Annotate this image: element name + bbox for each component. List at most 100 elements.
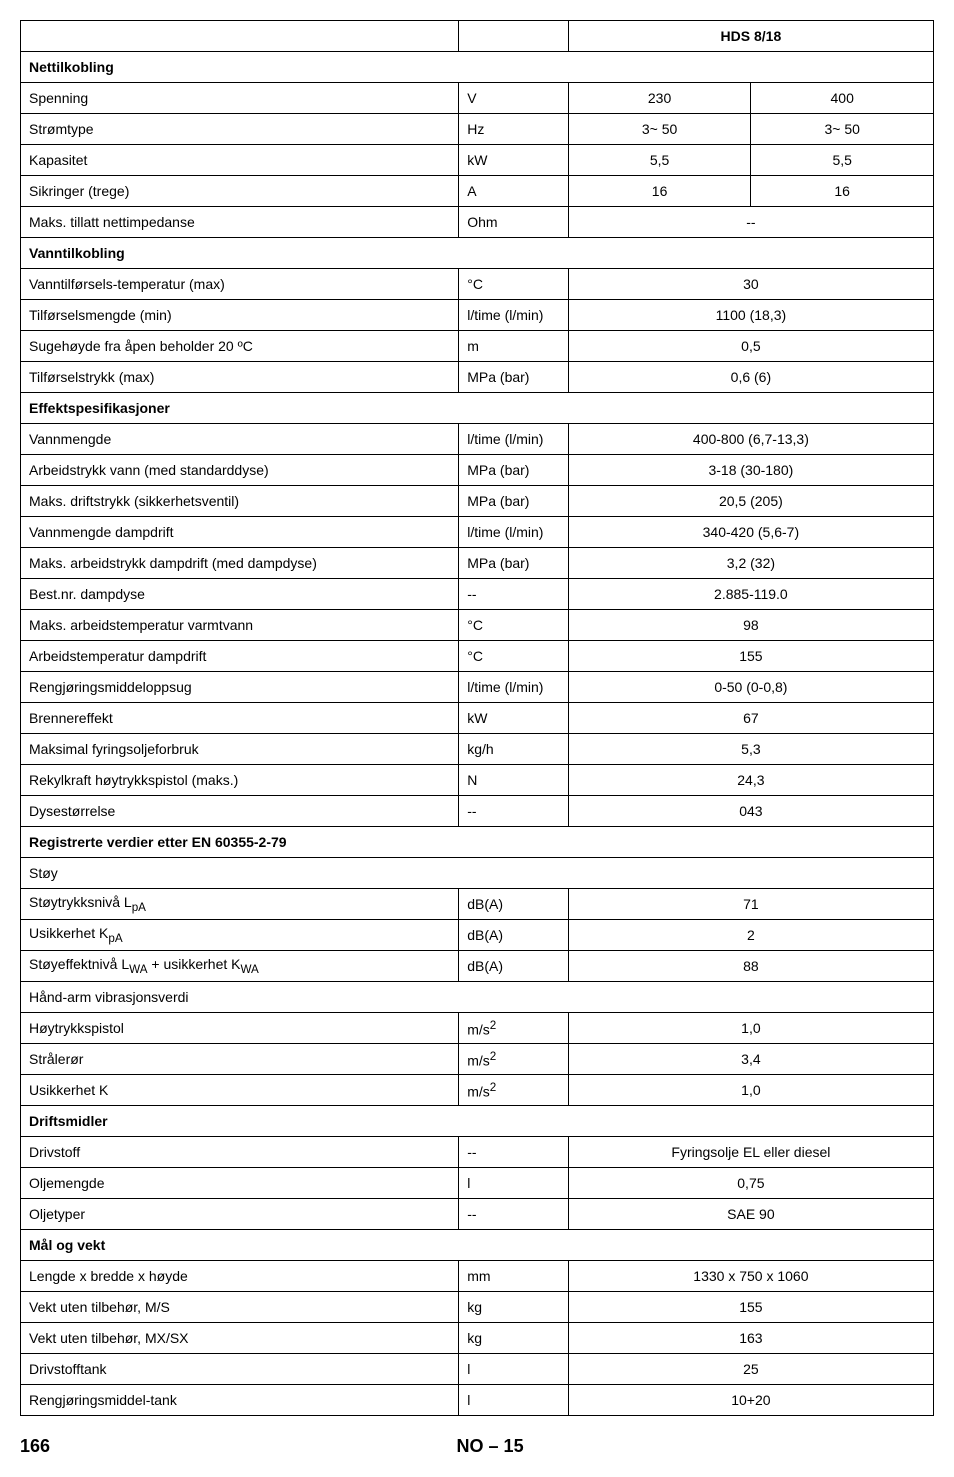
row-vannmengde-label: Vannmengde: [21, 424, 459, 455]
row-mengdemin-unit: l/time (l/min): [459, 300, 569, 331]
row-vannmengdedamp-unit: l/time (l/min): [459, 517, 569, 548]
row-stromtype-v1: 3~ 50: [568, 114, 751, 145]
doc-label: NO – 15: [457, 1436, 524, 1457]
row-usikkerhetk2-label: Usikkerhet K: [21, 1075, 459, 1106]
row-tempmax-label: Vanntilførsels-temperatur (max): [21, 269, 459, 300]
row-oljemengde-label: Oljemengde: [21, 1168, 459, 1199]
row-dysestorrelse-unit: --: [459, 796, 569, 827]
row-stoyeffekt-unit: dB(A): [459, 951, 569, 982]
row-tilforseltrykk-unit: MPa (bar): [459, 362, 569, 393]
page-footer: 166 NO – 15: [20, 1436, 934, 1457]
row-tilforseltrykk-v: 0,6 (6): [568, 362, 933, 393]
row-maksolje-v: 5,3: [568, 734, 933, 765]
row-straleror-unit: m/s2: [459, 1044, 569, 1075]
row-sikringer-v1: 16: [568, 176, 751, 207]
row-kapasitet-v2: 5,5: [751, 145, 934, 176]
row-sikringer-v2: 16: [751, 176, 934, 207]
row-vektms-unit: kg: [459, 1292, 569, 1323]
section-malogvekt: Mål og vekt: [21, 1230, 934, 1261]
header-empty-1: [21, 21, 459, 52]
section-effekt: Effektspesifikasjoner: [21, 393, 934, 424]
row-arbeidstrykkdamp-unit: MPa (bar): [459, 548, 569, 579]
row-bestnrdamp-v: 2.885-119.0: [568, 579, 933, 610]
row-driftstrykk-unit: MPa (bar): [459, 486, 569, 517]
row-oljetyper-v: SAE 90: [568, 1199, 933, 1230]
row-arbeidstrykk-unit: MPa (bar): [459, 455, 569, 486]
row-drivstofftank-v: 25: [568, 1354, 933, 1385]
row-stoyeffekt-v: 88: [568, 951, 933, 982]
row-handarm-label: Hånd-arm vibrasjonsverdi: [21, 982, 934, 1013]
row-hoytrykk-v: 1,0: [568, 1013, 933, 1044]
row-oljemengde-unit: l: [459, 1168, 569, 1199]
row-dysestorrelse-v: 043: [568, 796, 933, 827]
row-arbeidtempvarmt-v: 98: [568, 610, 933, 641]
row-lengde-v: 1330 x 750 x 1060: [568, 1261, 933, 1292]
row-sugehoyde-v: 0,5: [568, 331, 933, 362]
row-drivstoff-v: Fyringsolje EL eller diesel: [568, 1137, 933, 1168]
section-registrerte: Registrerte verdier etter EN 60355-2-79: [21, 827, 934, 858]
row-arbeidtempdamp-v: 155: [568, 641, 933, 672]
row-stoytrykk-unit: dB(A): [459, 889, 569, 920]
row-drivstoff-label: Drivstoff: [21, 1137, 459, 1168]
row-rengjoringsmiddel-unit: l: [459, 1385, 569, 1416]
row-kapasitet-label: Kapasitet: [21, 145, 459, 176]
section-driftsmidler: Driftsmidler: [21, 1106, 934, 1137]
row-kapasitet-unit: kW: [459, 145, 569, 176]
row-bestnrdamp-label: Best.nr. dampdyse: [21, 579, 459, 610]
row-maksolje-unit: kg/h: [459, 734, 569, 765]
row-stoy-label: Støy: [21, 858, 934, 889]
row-usikkerhetk-unit: dB(A): [459, 920, 569, 951]
row-vektms-label: Vekt uten tilbehør, M/S: [21, 1292, 459, 1323]
row-sikringer-unit: A: [459, 176, 569, 207]
row-vannmengdedamp-v: 340-420 (5,6-7): [568, 517, 933, 548]
row-arbeidtempvarmt-unit: °C: [459, 610, 569, 641]
row-vannmengde-unit: l/time (l/min): [459, 424, 569, 455]
row-drivstofftank-label: Drivstofftank: [21, 1354, 459, 1385]
row-rekylkraft-v: 24,3: [568, 765, 933, 796]
row-mengdemin-v: 1100 (18,3): [568, 300, 933, 331]
row-brennereffekt-v: 67: [568, 703, 933, 734]
row-vektmxsx-unit: kg: [459, 1323, 569, 1354]
row-spenning-v2: 400: [751, 83, 934, 114]
row-usikkerhetk2-unit: m/s2: [459, 1075, 569, 1106]
row-stoyeffekt-label: Støyeffektnivå LWA + usikkerhet KWA: [21, 951, 459, 982]
row-straleror-label: Strålerør: [21, 1044, 459, 1075]
row-tilforseltrykk-label: Tilførselstrykk (max): [21, 362, 459, 393]
row-sikringer-label: Sikringer (trege): [21, 176, 459, 207]
row-rengjoring-unit: l/time (l/min): [459, 672, 569, 703]
row-arbeidstrykk-v: 3-18 (30-180): [568, 455, 933, 486]
row-spenning-unit: V: [459, 83, 569, 114]
row-vannmengde-v: 400-800 (6,7-13,3): [568, 424, 933, 455]
row-rengjoringsmiddel-label: Rengjøringsmiddel-tank: [21, 1385, 459, 1416]
row-stoytrykk-label: Støytrykksnivå LpA: [21, 889, 459, 920]
row-vektmxsx-label: Vekt uten tilbehør, MX/SX: [21, 1323, 459, 1354]
row-brennereffekt-label: Brennereffekt: [21, 703, 459, 734]
row-arbeidstrykkdamp-label: Maks. arbeidstrykk dampdrift (med dampdy…: [21, 548, 459, 579]
section-vanntilkobling: Vanntilkobling: [21, 238, 934, 269]
row-stromtype-v2: 3~ 50: [751, 114, 934, 145]
row-rengjoringsmiddel-v: 10+20: [568, 1385, 933, 1416]
row-arbeidtempdamp-label: Arbeidstemperatur dampdrift: [21, 641, 459, 672]
row-nettimpedanse-unit: Ohm: [459, 207, 569, 238]
row-oljetyper-label: Oljetyper: [21, 1199, 459, 1230]
header-empty-2: [459, 21, 569, 52]
spec-table: HDS 8/18 Nettilkobling Spenning V 230 40…: [20, 20, 934, 1416]
row-straleror-v: 3,4: [568, 1044, 933, 1075]
row-vektms-v: 155: [568, 1292, 933, 1323]
row-stromtype-unit: Hz: [459, 114, 569, 145]
model-header: HDS 8/18: [568, 21, 933, 52]
row-mengdemin-label: Tilførselsmengde (min): [21, 300, 459, 331]
row-spenning-v1: 230: [568, 83, 751, 114]
row-rengjoring-label: Rengjøringsmiddeloppsug: [21, 672, 459, 703]
row-tempmax-unit: °C: [459, 269, 569, 300]
row-stoytrykk-v: 71: [568, 889, 933, 920]
row-stromtype-label: Strømtype: [21, 114, 459, 145]
row-kapasitet-v1: 5,5: [568, 145, 751, 176]
row-oljemengde-v: 0,75: [568, 1168, 933, 1199]
row-oljetyper-unit: --: [459, 1199, 569, 1230]
row-rekylkraft-label: Rekylkraft høytrykkspistol (maks.): [21, 765, 459, 796]
row-hoytrykk-unit: m/s2: [459, 1013, 569, 1044]
row-nettimpedanse-label: Maks. tillatt nettimpedanse: [21, 207, 459, 238]
row-nettimpedanse-v: --: [568, 207, 933, 238]
row-sugehoyde-unit: m: [459, 331, 569, 362]
